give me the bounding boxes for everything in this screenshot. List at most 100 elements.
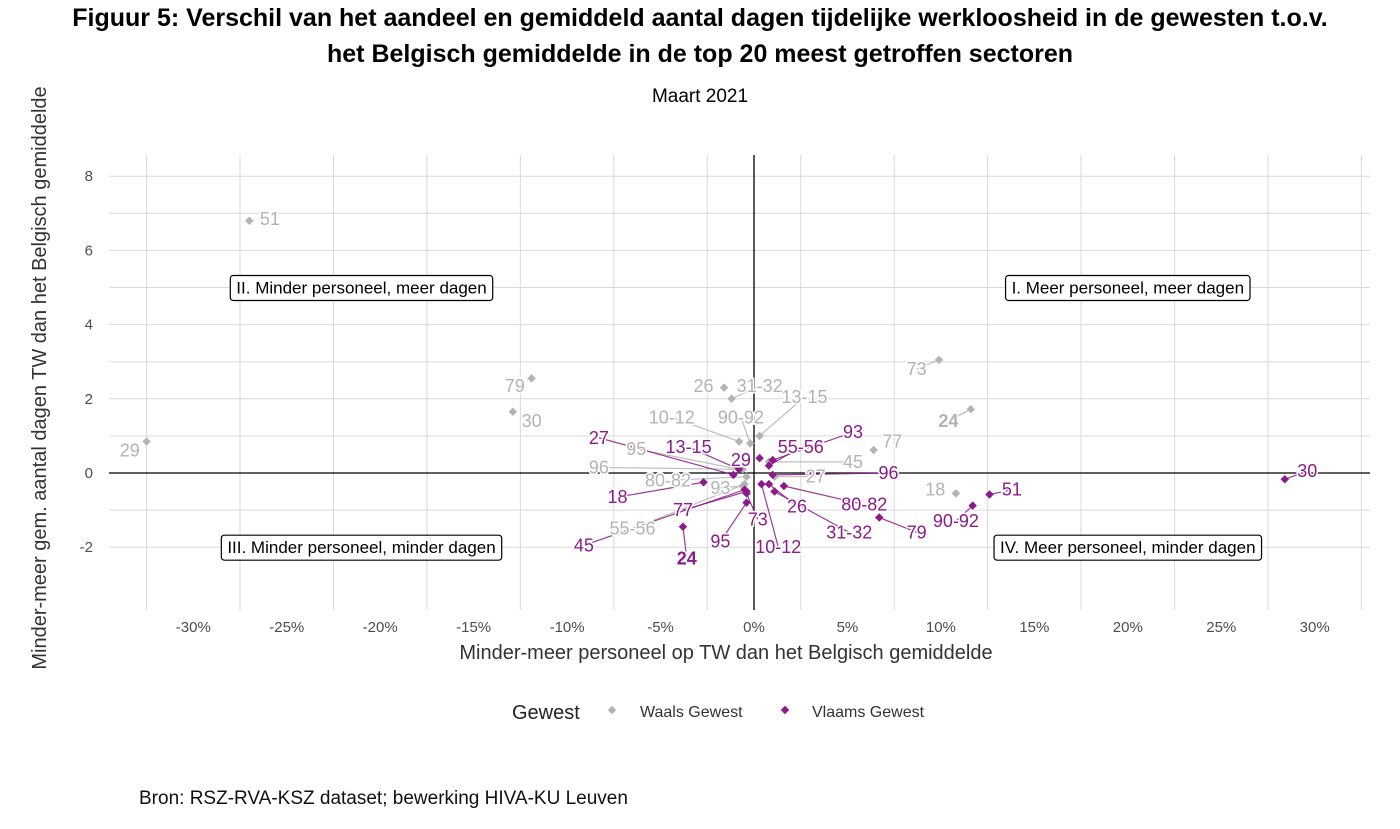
x-tick-label: 5% <box>837 619 859 636</box>
data-label: 29 <box>120 441 140 461</box>
data-point <box>985 490 994 499</box>
x-tick-label: -25% <box>269 619 304 636</box>
label-connector <box>671 416 740 443</box>
x-tick-label: 20% <box>1113 619 1143 636</box>
data-label: 79 <box>505 376 525 396</box>
data-point <box>764 461 774 470</box>
data-point <box>770 487 779 496</box>
data-point <box>734 465 744 474</box>
data-point <box>678 522 688 532</box>
data-label: 31-32 <box>826 522 872 542</box>
data-label: 24 <box>938 411 958 431</box>
label-connector <box>916 359 940 370</box>
data-point <box>768 470 777 480</box>
label-connector <box>783 485 865 506</box>
data-point <box>869 445 878 455</box>
x-tick-label: -15% <box>456 619 491 636</box>
data-label: 90-92 <box>718 407 764 427</box>
quadrant-label: II. Minder personeel, meer dagen <box>229 274 494 302</box>
legend-key-vlaams <box>780 705 790 715</box>
legend-label-vlaams: Vlaams Gewest <box>812 704 925 721</box>
y-tick-label: 6 <box>85 242 93 259</box>
quadrant-label-box <box>220 534 503 561</box>
label-connector <box>955 505 974 522</box>
x-tick-label: -20% <box>363 619 398 636</box>
data-point <box>719 383 729 392</box>
data-label: 10-12 <box>755 537 801 557</box>
x-tick-label: -5% <box>647 619 674 636</box>
label-connector <box>632 483 745 530</box>
x-tick-label: -10% <box>550 619 585 636</box>
label-connector <box>760 483 779 548</box>
data-point <box>951 489 961 498</box>
data-point <box>968 501 977 510</box>
chart-title-line-1: Figuur 5: Verschil van het aandeel en ge… <box>72 4 1328 32</box>
x-tick-label: 30% <box>1300 619 1330 636</box>
data-label: 96 <box>589 457 609 477</box>
x-tick-label: -30% <box>176 619 211 636</box>
label-connector <box>598 466 743 470</box>
data-label: 93 <box>710 478 730 498</box>
label-connector <box>948 408 972 422</box>
label-connector <box>617 481 704 498</box>
data-point <box>699 478 708 487</box>
data-points <box>142 216 1290 532</box>
x-tick-label: 25% <box>1206 619 1236 636</box>
data-point <box>742 498 751 507</box>
chart-title-line-2: het Belgisch gemiddelde in de top 20 mee… <box>327 40 1073 68</box>
data-label: 51 <box>260 209 280 229</box>
data-label: 95 <box>626 439 646 459</box>
data-point <box>757 479 766 489</box>
data-label: 31-32 <box>737 376 783 396</box>
label-connector <box>731 385 760 400</box>
y-tick-label: -2 <box>80 539 93 556</box>
data-label: 10-12 <box>649 407 695 427</box>
data-label: 73 <box>748 509 768 529</box>
data-point <box>966 404 976 414</box>
data-point <box>934 355 944 365</box>
legend: Gewest Waals Gewest Vlaams Gewest <box>0 702 1400 726</box>
data-point <box>746 439 755 448</box>
data-label: 80-82 <box>645 470 691 490</box>
quadrant-label: I. Meer personeel, meer dagen <box>1004 274 1251 302</box>
quadrant-label-box <box>1004 274 1251 302</box>
data-label: 79 <box>907 522 927 542</box>
data-label: 30 <box>522 411 542 431</box>
data-point <box>727 394 736 404</box>
label-connector <box>598 437 734 476</box>
source-note: Bron: RSZ-RVA-KSZ dataset; bewerking HIV… <box>139 788 628 809</box>
data-label: 29 <box>731 450 751 470</box>
data-point <box>142 437 151 446</box>
data-label: 13-15 <box>781 387 827 407</box>
data-label: 73 <box>907 359 927 379</box>
label-connector <box>768 483 798 507</box>
y-tick-label: 8 <box>85 168 93 185</box>
x-axis-title: Minder-meer personeel op TW dan het Belg… <box>459 642 992 664</box>
data-point <box>755 453 764 463</box>
quadrant-label-box <box>993 534 1263 561</box>
x-tick-label: 15% <box>1019 619 1049 636</box>
legend-label-waals: Waals Gewest <box>640 704 743 721</box>
data-label: 18 <box>925 480 945 500</box>
y-tick-label: 0 <box>85 465 93 482</box>
data-label: 18 <box>608 487 628 507</box>
label-connector <box>772 472 889 476</box>
label-connector <box>879 516 917 533</box>
label-connector <box>1284 470 1308 480</box>
quadrant-label: IV. Meer personeel, minder dagen <box>993 534 1263 561</box>
data-label: 55-56 <box>609 519 655 539</box>
data-label: 24 <box>677 548 697 568</box>
quadrant-label-text: III. Minder personeel, minder dagen <box>227 538 495 557</box>
data-point <box>1280 475 1290 484</box>
data-label: 45 <box>574 535 594 555</box>
data-point <box>764 479 774 489</box>
quadrant-label: III. Minder personeel, minder dagen <box>220 534 503 561</box>
label-connector <box>745 493 759 520</box>
data-point <box>755 431 764 441</box>
data-label: 13-15 <box>666 437 712 457</box>
label-connector <box>989 489 1013 496</box>
data-label: 30 <box>1297 461 1317 481</box>
data-label: 77 <box>882 431 902 451</box>
data-label: 93 <box>843 422 863 442</box>
